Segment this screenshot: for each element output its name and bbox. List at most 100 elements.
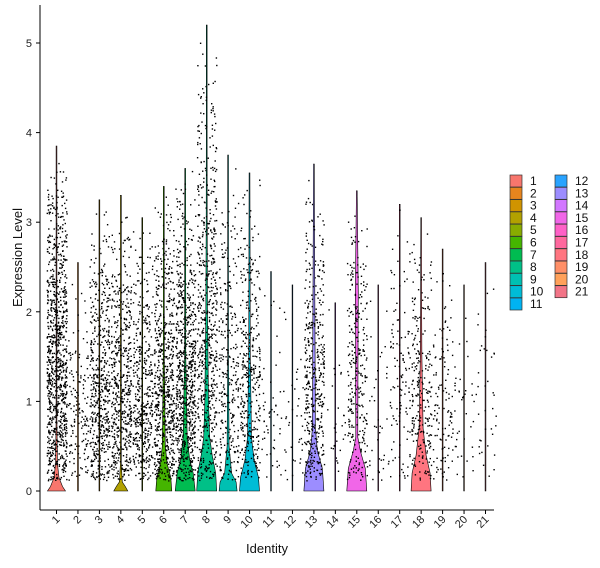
cell-point xyxy=(192,351,194,354)
cell-point xyxy=(107,300,109,302)
cell-point xyxy=(135,284,137,286)
cell-point xyxy=(62,215,64,218)
cell-point xyxy=(59,433,62,436)
cell-point xyxy=(115,353,118,355)
cell-point xyxy=(89,442,91,445)
cell-point xyxy=(140,437,142,439)
cell-point xyxy=(186,264,188,267)
cell-point xyxy=(134,393,137,395)
cell-point xyxy=(169,297,171,299)
cell-point xyxy=(94,373,96,376)
cell-point xyxy=(181,384,184,386)
cell-point xyxy=(55,444,58,446)
cell-point xyxy=(149,413,151,415)
cell-point xyxy=(101,308,103,310)
cell-point xyxy=(203,342,206,344)
cell-point xyxy=(48,240,51,243)
cell-point xyxy=(161,330,163,332)
cell-point xyxy=(63,385,65,388)
cell-point xyxy=(164,467,166,469)
cell-point xyxy=(202,234,204,236)
cell-point xyxy=(64,311,66,313)
cell-point xyxy=(58,272,61,274)
cell-point xyxy=(59,279,61,281)
cell-point xyxy=(99,329,102,332)
cell-point xyxy=(93,319,95,321)
cell-point xyxy=(215,168,218,171)
cell-point xyxy=(68,479,70,481)
cell-point xyxy=(180,384,182,387)
cell-point xyxy=(194,280,196,282)
cell-point xyxy=(185,318,187,321)
cell-point xyxy=(206,234,208,236)
cell-point xyxy=(135,293,137,295)
cell-point xyxy=(52,477,55,480)
cell-point xyxy=(185,397,187,399)
cell-point xyxy=(147,392,149,394)
cell-point xyxy=(198,375,200,378)
cell-point xyxy=(49,325,52,327)
cell-point xyxy=(55,214,57,217)
cell-point xyxy=(137,425,139,427)
cell-point xyxy=(166,347,168,349)
cell-point xyxy=(60,371,63,373)
cell-point xyxy=(199,303,201,305)
cell-point xyxy=(203,351,205,353)
cell-point xyxy=(125,318,127,320)
cell-point xyxy=(211,431,213,433)
cell-point xyxy=(129,310,131,313)
cell-point xyxy=(48,375,51,378)
cell-point xyxy=(187,307,190,309)
cell-point xyxy=(57,335,60,338)
cell-point xyxy=(170,371,172,373)
cell-point xyxy=(61,431,63,433)
cell-point xyxy=(148,439,150,441)
cell-point xyxy=(230,383,233,386)
cell-point xyxy=(186,432,188,435)
cell-point xyxy=(199,350,201,353)
cell-point xyxy=(215,293,217,295)
cell-point xyxy=(166,263,168,265)
cell-point xyxy=(84,424,86,426)
cell-point xyxy=(51,335,53,337)
cell-point xyxy=(108,236,110,238)
cell-point xyxy=(207,384,210,387)
cell-point xyxy=(168,451,171,453)
cell-point xyxy=(94,477,96,479)
cell-point xyxy=(59,281,61,283)
cell-point xyxy=(119,361,121,363)
cell-point xyxy=(169,406,171,408)
cell-point xyxy=(182,381,184,383)
cell-point xyxy=(122,352,124,355)
cell-point xyxy=(146,412,148,415)
cell-point xyxy=(48,336,50,338)
cell-point xyxy=(54,261,57,264)
cell-point xyxy=(224,252,226,254)
cell-point xyxy=(188,443,191,445)
cell-point xyxy=(125,456,128,458)
cell-point xyxy=(175,460,177,463)
cell-point xyxy=(176,260,178,263)
cell-point xyxy=(125,393,128,395)
cell-point xyxy=(129,401,131,403)
cell-point xyxy=(195,315,197,317)
cell-point xyxy=(172,354,175,356)
cell-point xyxy=(161,344,163,346)
cell-point xyxy=(61,457,64,459)
cell-point xyxy=(193,275,196,277)
cell-point xyxy=(148,466,150,468)
cell-point xyxy=(231,461,233,464)
cell-point xyxy=(62,224,64,226)
cell-point xyxy=(130,460,132,462)
cell-point xyxy=(213,458,216,460)
cell-point xyxy=(111,299,114,301)
cell-point xyxy=(123,410,126,412)
violin-5 xyxy=(141,217,143,492)
cell-point xyxy=(172,388,174,391)
cell-point xyxy=(54,323,57,326)
cell-point xyxy=(150,361,152,363)
cell-point xyxy=(160,391,162,393)
cell-point xyxy=(60,299,62,302)
cell-point xyxy=(108,335,110,337)
